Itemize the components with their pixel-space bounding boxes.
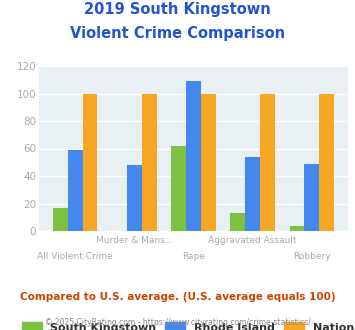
Bar bbox=[142, 93, 157, 231]
Text: 2019 South Kingstown: 2019 South Kingstown bbox=[84, 2, 271, 16]
Text: Compared to U.S. average. (U.S. average equals 100): Compared to U.S. average. (U.S. average … bbox=[20, 292, 335, 302]
Bar bbox=[319, 93, 334, 231]
Text: Robbery: Robbery bbox=[293, 252, 331, 261]
Bar bbox=[230, 213, 245, 231]
Bar bbox=[260, 93, 275, 231]
Bar bbox=[201, 93, 215, 231]
Bar bbox=[290, 225, 304, 231]
Bar bbox=[245, 157, 260, 231]
Bar bbox=[304, 164, 319, 231]
Bar bbox=[171, 146, 186, 231]
Bar bbox=[68, 150, 83, 231]
Bar bbox=[127, 165, 142, 231]
Bar bbox=[53, 208, 68, 231]
Text: Aggravated Assault: Aggravated Assault bbox=[208, 236, 297, 245]
Text: Rape: Rape bbox=[182, 252, 205, 261]
Text: All Violent Crime: All Violent Crime bbox=[37, 252, 113, 261]
Text: Murder & Mans...: Murder & Mans... bbox=[96, 236, 173, 245]
Bar bbox=[186, 81, 201, 231]
Legend: South Kingstown, Rhode Island, National: South Kingstown, Rhode Island, National bbox=[22, 322, 355, 330]
Bar bbox=[83, 93, 97, 231]
Text: © 2025 CityRating.com - https://www.cityrating.com/crime-statistics/: © 2025 CityRating.com - https://www.city… bbox=[45, 318, 310, 327]
Text: Violent Crime Comparison: Violent Crime Comparison bbox=[70, 26, 285, 41]
